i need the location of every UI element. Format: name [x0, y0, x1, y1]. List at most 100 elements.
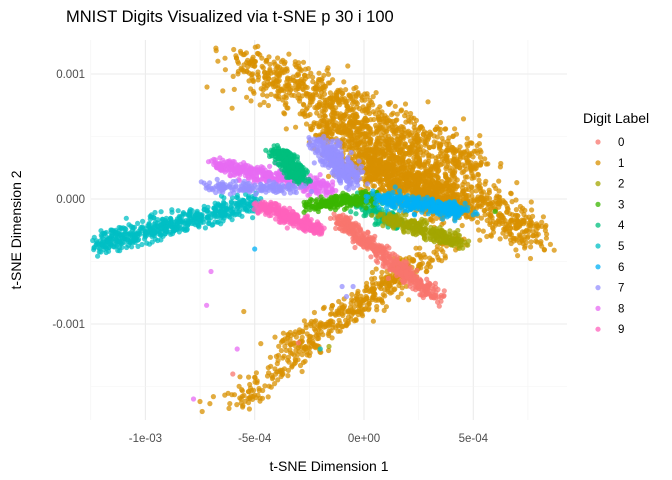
point-digit-1	[540, 214, 547, 220]
point-digit-5	[138, 224, 144, 231]
point-digit-1	[398, 107, 405, 113]
point-digit-1	[527, 255, 534, 262]
point-digit-1	[276, 343, 282, 349]
point-digit-5	[91, 247, 97, 253]
point-digit-1	[513, 197, 519, 203]
point-digit-1	[238, 65, 244, 71]
point-digit-1	[262, 383, 268, 389]
point-digit-1	[514, 180, 520, 186]
point-digit-1	[436, 257, 442, 263]
point-digit-1	[306, 353, 312, 359]
point-digit-1	[513, 247, 519, 253]
point-digit-5	[126, 222, 132, 228]
point-digit-7	[270, 188, 276, 194]
point-digit-1	[215, 58, 221, 64]
point-digit-1	[417, 163, 423, 169]
point-digit-1	[300, 101, 306, 107]
point-digit-8	[242, 173, 248, 179]
point-digit-1	[226, 405, 232, 411]
point-digit-5	[228, 204, 234, 211]
point-digit-1	[551, 247, 557, 253]
point-digit-1	[266, 370, 272, 376]
point-digit-1	[522, 245, 528, 251]
point-digit-1	[318, 118, 324, 124]
point-digit-1	[233, 55, 240, 61]
point-digit-1	[460, 116, 467, 122]
point-digit-7	[198, 179, 204, 185]
point-digit-1	[271, 69, 277, 75]
point-digit-1	[324, 118, 330, 124]
point-digit-1	[409, 167, 415, 173]
point-digit-7	[253, 191, 259, 197]
point-digit-1	[318, 77, 325, 83]
point-digit-5	[246, 195, 252, 201]
point-digit-1	[222, 67, 228, 73]
point-digit-5	[158, 209, 164, 215]
point-digit-1	[301, 82, 307, 88]
point-digit-4	[290, 161, 296, 168]
point-digit-1	[375, 135, 381, 141]
point-digit-1	[351, 138, 357, 144]
point-digit-1	[279, 66, 285, 72]
point-digit-1	[377, 104, 383, 110]
point-digit-1	[267, 61, 273, 67]
point-digit-4	[307, 178, 313, 184]
point-digit-8	[228, 162, 234, 168]
point-digit-5	[191, 220, 197, 226]
point-digit-1	[300, 59, 307, 65]
point-digit-4	[281, 152, 287, 158]
point-digit-5	[149, 239, 155, 245]
point-digit-1	[297, 78, 303, 84]
point-digit-1	[366, 158, 372, 164]
point-digit-1	[237, 395, 243, 401]
point-digit-1	[476, 141, 482, 147]
point-digit-1	[268, 363, 274, 369]
point-digit-1	[414, 252, 420, 258]
point-digit-1	[265, 102, 271, 109]
point-digit-1	[515, 213, 521, 219]
point-digit-1	[316, 86, 322, 92]
point-digit-1	[329, 131, 335, 137]
point-digit-1	[378, 125, 384, 131]
point-digit-1	[329, 121, 335, 127]
point-digit-7	[335, 157, 341, 163]
point-digit-7	[329, 170, 335, 176]
point-digit-1	[403, 151, 409, 157]
point-digit-1	[378, 186, 384, 192]
point-digit-1	[336, 311, 342, 317]
point-digit-5	[108, 230, 114, 236]
point-digit-1	[457, 144, 463, 150]
point-digit-1	[378, 157, 384, 164]
point-digit-1	[373, 141, 379, 147]
point-digit-1	[408, 110, 414, 117]
point-digit-8	[330, 179, 336, 185]
point-digit-4	[281, 167, 287, 173]
point-digit-1	[229, 105, 235, 111]
point-digit-1	[275, 55, 281, 61]
point-digit-1	[330, 77, 336, 83]
point-digit-1	[280, 355, 286, 361]
point-digit-1	[425, 158, 432, 164]
point-digit-7	[347, 182, 353, 188]
point-digit-1	[423, 185, 429, 192]
point-digit-1	[254, 378, 260, 384]
point-digit-7	[308, 188, 315, 195]
point-digit-7	[250, 186, 256, 192]
point-digit-1	[264, 93, 270, 99]
point-digit-1	[376, 117, 383, 123]
point-digit-1	[431, 144, 437, 150]
point-digit-1	[478, 197, 484, 203]
point-digit-1	[475, 201, 481, 208]
point-digit-1	[408, 145, 414, 151]
point-digit-8	[235, 169, 241, 175]
point-digit-1	[490, 226, 496, 232]
point-digit-1	[230, 73, 236, 79]
point-digit-1	[438, 153, 444, 159]
point-digit-8	[254, 177, 261, 183]
point-digit-5	[181, 220, 187, 226]
point-digit-5	[158, 230, 164, 236]
point-digit-1	[385, 146, 391, 152]
point-digit-4	[361, 213, 367, 219]
point-digit-1	[355, 120, 361, 126]
